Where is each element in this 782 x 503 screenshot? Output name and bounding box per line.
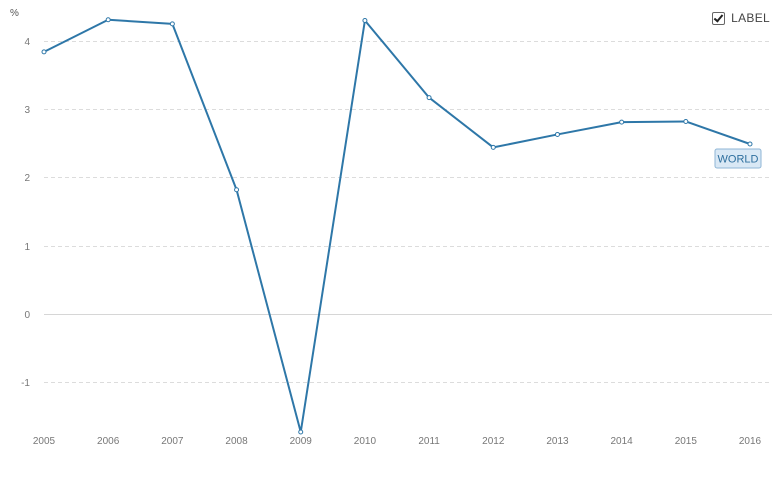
data-point[interactable] [234,187,240,193]
x-tick-label: 2005 [33,436,56,447]
x-tick-label: 2006 [97,436,120,447]
y-tick-label: 1 [24,242,30,253]
y-axis-unit: % [10,8,19,19]
y-tick-label: 2 [24,173,30,184]
series-world [41,17,753,435]
x-tick-label: 2014 [611,436,634,447]
y-tick-label: 4 [24,37,30,48]
x-axis-ticks: 2005 2006 2007 2008 2009 2010 2011 2012 2013 2014… [33,436,762,447]
y-tick-label: -1 [21,378,30,389]
series-tag-label: WORLD [718,154,759,166]
x-tick-label: 2015 [675,436,698,447]
y-axis-ticks: 4 3 2 1 0 -1 [21,37,30,389]
data-point[interactable] [683,118,689,124]
series-tag-box [714,148,762,169]
x-tick-label: 2011 [418,436,440,447]
x-tick-label: 2007 [161,436,184,447]
x-tick-label: 2016 [739,436,762,447]
data-point[interactable] [619,119,625,125]
x-tick-label: 2012 [482,436,505,447]
data-point[interactable] [298,429,304,435]
x-tick-label: 2009 [290,436,313,447]
label-toggle-text: LABEL [731,11,770,25]
gridlines [44,41,772,383]
label-toggle[interactable]: LABEL [712,11,770,25]
data-point[interactable] [41,49,47,55]
data-point[interactable] [490,144,496,150]
data-point[interactable] [426,95,432,101]
series-line [43,18,751,433]
label-checkbox-icon[interactable] [712,11,726,25]
y-tick-label: 0 [24,310,30,321]
series-tag: WORLD [714,148,762,169]
y-tick-label: 3 [24,105,30,116]
x-tick-label: 2008 [225,436,248,447]
x-tick-label: 2013 [546,436,569,447]
data-point[interactable] [554,131,560,137]
data-point[interactable] [747,141,753,147]
data-point[interactable] [105,17,111,23]
data-point[interactable] [362,17,368,23]
x-tick-label: 2010 [354,436,377,447]
data-point[interactable] [169,21,175,27]
